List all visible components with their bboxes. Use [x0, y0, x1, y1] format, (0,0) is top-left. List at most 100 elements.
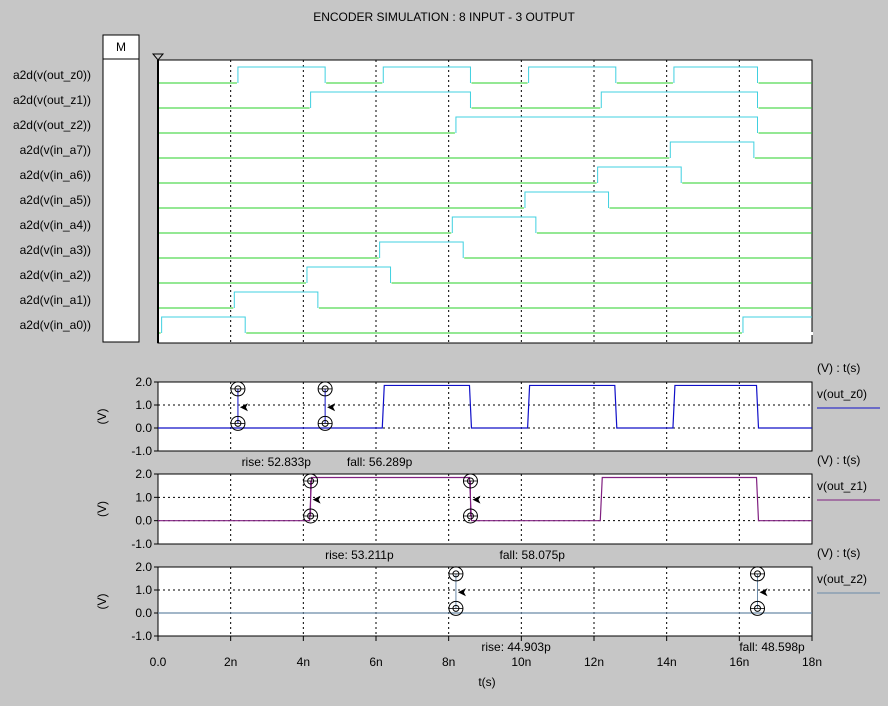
signal-high-pulse — [524, 191, 610, 208]
marker-button-label[interactable]: M — [116, 40, 126, 54]
measure-arrow-icon — [327, 403, 336, 412]
y-tick-label: 2.0 — [135, 467, 152, 481]
legend-label: v(out_z2) — [817, 572, 867, 586]
measure-arrow-icon — [239, 403, 248, 412]
signal-gap — [523, 207, 610, 210]
signal-high-pulse — [600, 91, 758, 108]
signal-gap — [309, 107, 472, 110]
x-tick-label: 2n — [224, 655, 237, 669]
signal-high-pulse — [237, 66, 326, 83]
signal-high-pulse — [455, 116, 758, 133]
measure-annotation: fall: 48.598p — [739, 640, 805, 654]
units-header: (V) : t(s) — [817, 546, 860, 560]
signal-high-pulse — [306, 266, 392, 283]
analog-plot-area — [157, 473, 813, 545]
units-header: (V) : t(s) — [817, 361, 860, 375]
digital-waveforms — [158, 66, 813, 335]
measure-annotation: fall: 56.289p — [347, 455, 413, 469]
signal-label: a2d(v(in_a1)) — [20, 293, 91, 307]
x-axis-label: t(s) — [478, 675, 495, 689]
legend-label: v(out_z1) — [817, 479, 867, 493]
y-tick-label: 1.0 — [135, 583, 152, 597]
window-title: ENCODER SIMULATION : 8 INPUT - 3 OUTPUT — [313, 10, 575, 24]
analog-panel: 2.0 1.0 0.0 -1.0 (V) (V) : t(s) v(out_z2) rise:… — [95, 546, 880, 654]
y-axis-label: (V) — [95, 594, 109, 610]
y-tick-label: -1.0 — [131, 629, 152, 643]
signal-gap — [378, 257, 465, 260]
x-tick-label: 14n — [657, 655, 677, 669]
y-axis-label: (V) — [95, 501, 109, 517]
y-tick-label: 1.0 — [135, 398, 152, 412]
cursor-marker-icon[interactable] — [151, 53, 165, 61]
y-tick-label: 0.0 — [135, 514, 152, 528]
signal-label: a2d(v(out_z1)) — [13, 93, 91, 107]
signal-high-pulse — [379, 241, 464, 258]
digital-panel — [157, 59, 813, 344]
signal-gap — [160, 332, 247, 335]
analog-panel: 2.0 1.0 0.0 -1.0 (V) (V) : t(s) v(out_z0) rise:… — [95, 361, 880, 469]
signal-high-pulse — [742, 316, 812, 333]
x-tick-label: 12n — [584, 655, 604, 669]
signal-label: a2d(v(out_z2)) — [13, 118, 91, 132]
units-header: (V) : t(s) — [817, 453, 860, 467]
signal-high-pulse — [233, 291, 319, 308]
measure-annotation: rise: 52.833p — [242, 455, 312, 469]
signal-label: a2d(v(in_a6)) — [20, 168, 91, 182]
measure-annotation: rise: 53.211p — [325, 548, 394, 562]
signal-high-pulse — [451, 216, 537, 233]
signal-gap — [600, 107, 759, 110]
y-tick-label: 2.0 — [135, 375, 152, 389]
x-tick-label: 6n — [369, 655, 382, 669]
signal-label: a2d(v(in_a3)) — [20, 243, 91, 257]
signal-gap — [669, 157, 755, 160]
signal-gap — [305, 282, 392, 285]
signal-gap — [741, 332, 813, 335]
measure-arrow-icon — [457, 588, 466, 597]
signal-high-pulse — [310, 91, 471, 108]
signal-gap — [233, 307, 319, 310]
signal-high-pulse — [673, 66, 758, 83]
signal-label: a2d(v(in_a5)) — [20, 193, 91, 207]
signal-label: a2d(v(out_z0)) — [13, 68, 91, 82]
measure-annotation: fall: 58.075p — [500, 548, 566, 562]
signal-high-pulse — [669, 141, 755, 158]
x-axis: 0.0 2n 4n 6n 8n 10n 12n 14n 16n 18n — [150, 636, 822, 669]
measure-arrow-icon — [312, 495, 321, 504]
y-axis-label: (V) — [95, 409, 109, 425]
analog-plot-area — [157, 566, 813, 637]
digital-signal-labels: a2d(v(out_z0)) a2d(v(out_z1)) a2d(v(out_z2… — [13, 68, 91, 332]
signal-gap — [382, 82, 472, 85]
x-tick-label: 4n — [297, 655, 310, 669]
analog-panel: 2.0 1.0 0.0 -1.0 (V) (V) : t(s) v(out_z1) rise:… — [95, 453, 880, 562]
signal-label: a2d(v(in_a0)) — [20, 318, 91, 332]
legend-label: v(out_z0) — [817, 387, 867, 401]
y-tick-label: -1.0 — [131, 444, 152, 458]
x-tick-label: 10n — [511, 655, 531, 669]
y-tick-label: -1.0 — [131, 537, 152, 551]
x-tick-label: 16n — [729, 655, 749, 669]
digital-grid — [230, 60, 740, 343]
measure-annotation: rise: 44.903p — [481, 640, 551, 654]
signal-gap — [454, 132, 759, 135]
measure-arrow-icon — [472, 495, 481, 504]
analog-plot-area — [157, 381, 813, 452]
signal-label: a2d(v(in_a7)) — [20, 143, 91, 157]
y-tick-label: 1.0 — [135, 490, 152, 504]
signal-high-pulse — [528, 66, 617, 83]
signal-label: a2d(v(in_a4)) — [20, 218, 91, 232]
measure-arrow-icon — [759, 588, 768, 597]
marker-bar[interactable] — [102, 58, 140, 343]
signal-label: a2d(v(in_a2)) — [20, 268, 91, 282]
signal-gap — [596, 182, 683, 185]
signal-high-pulse — [161, 316, 246, 333]
marker-button[interactable] — [102, 34, 140, 60]
series-line — [158, 384, 812, 429]
signal-gap — [527, 82, 617, 85]
signal-high-pulse — [382, 66, 471, 83]
analog-panels: 2.0 1.0 0.0 -1.0 (V) (V) : t(s) v(out_z0) rise:… — [95, 361, 880, 654]
signal-gap — [451, 232, 537, 235]
x-tick-label: 18n — [802, 655, 822, 669]
signal-high-pulse — [597, 166, 682, 183]
